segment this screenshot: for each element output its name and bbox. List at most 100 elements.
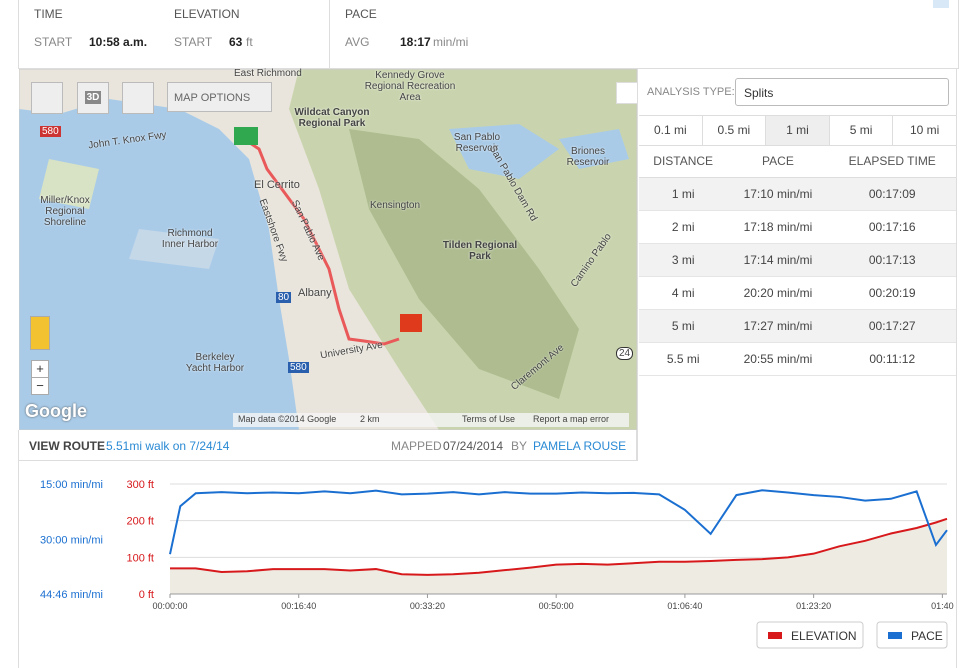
mapped-label: MAPPED [391, 439, 442, 453]
view-route: VIEW ROUTE [29, 439, 106, 453]
y2-tick-label: 44:46 min/mi [40, 589, 103, 601]
split-cell: 17:27 min/mi [727, 309, 829, 343]
series-line [169, 489, 948, 555]
map [19, 69, 637, 430]
end-marker [400, 314, 422, 332]
shield: 580 [288, 362, 309, 373]
map-label: El Cerrito [254, 179, 300, 191]
split-cell: 17:10 min/mi [727, 177, 829, 211]
analysis-panel [637, 69, 957, 461]
splits-table: DISTANCE PACE ELAPSED TIME 1 mi 17:10 min/mi… [639, 145, 956, 376]
y2-tick-label: 15:00 min/mi [40, 479, 103, 491]
split-cell: 00:11:12 [828, 342, 956, 376]
split-cell: 3 mi [639, 243, 728, 277]
tab[interactable]: 5 mi [828, 116, 893, 145]
pegman[interactable] [30, 316, 50, 350]
split-cell: 20:20 min/mi [727, 276, 829, 310]
rotate-button[interactable] [122, 82, 154, 114]
terms[interactable]: Terms of Use [462, 414, 516, 424]
legend-swatch [888, 632, 902, 639]
column-header: PACE [727, 145, 829, 178]
split-row: 3 mi 17:14 min/mi 00:17:13 [639, 243, 956, 277]
route-bar [18, 430, 637, 461]
x-tick-label: 00:00:00 [152, 601, 187, 611]
mapped-date: 07/24/2014 [443, 439, 504, 453]
column-header: DISTANCE [639, 145, 728, 178]
split-cell: 20:55 min/mi [727, 342, 829, 376]
y-tick-label: 100 ft [126, 552, 154, 564]
x-tick-label: 00:16:40 [281, 601, 316, 611]
y2-tick-label: 30:00 min/mi [40, 534, 103, 546]
report[interactable]: Report a map error [533, 414, 610, 424]
map-label: Berkeley Yacht Harbor [185, 352, 245, 374]
map-options-button[interactable]: MAP OPTIONS [167, 82, 272, 112]
split-row: 5.5 mi 20:55 min/mi 00:11:12 [639, 342, 956, 376]
stat-sub: START [174, 35, 213, 49]
by-label: BY [511, 439, 528, 453]
start-marker [234, 127, 258, 145]
stat-sub: START [34, 35, 73, 49]
shield: 580 [40, 126, 61, 137]
stat-value: 63 [229, 35, 243, 49]
legend-swatch [768, 632, 782, 639]
analysis-label: ANALYSIS TYPE: [647, 86, 735, 98]
zoom-out[interactable]: − [31, 377, 49, 395]
split-row: 1 mi 17:10 min/mi 00:17:09 [639, 177, 956, 211]
legend-button[interactable] [756, 621, 864, 649]
stats-panel [18, 0, 959, 69]
fullscreen-button[interactable] [31, 82, 63, 114]
split-cell: 5.5 mi [639, 342, 728, 376]
scale: 2 km [360, 414, 380, 424]
x-tick-label: 01:40 [931, 601, 954, 611]
stat-label: ELEVATION [174, 7, 240, 21]
map-label: East Richmond [234, 68, 302, 79]
x-tick-label: 00:50:00 [539, 601, 574, 611]
legend-button[interactable] [876, 621, 948, 649]
panel-toggle[interactable] [616, 82, 638, 104]
route-link[interactable]: 5.51mi walk on 7/24/14 [106, 439, 230, 453]
split-cell: 5 mi [639, 309, 728, 343]
split-cell: 1 mi [639, 177, 728, 211]
google-logo: Google [25, 401, 87, 421]
tab[interactable]: 0.1 mi [639, 116, 702, 145]
split-cell: 17:14 min/mi [727, 243, 829, 277]
map-data: Map data ©2014 Google [238, 414, 337, 424]
author-link[interactable]: PAMELA ROUSE [533, 439, 627, 453]
collapse-button[interactable] [933, 0, 949, 8]
split-row: 2 mi 17:18 min/mi 00:17:16 [639, 210, 956, 244]
analysis-select[interactable]: Splits [735, 78, 949, 106]
x-tick-label: 01:23:20 [796, 601, 831, 611]
stat-value: 18:17 [400, 35, 431, 49]
split-cell: 17:18 min/mi [727, 210, 829, 244]
chart: 0 ft 100 ft 200 ft 300 ft 15:00 min/mi 30:00 … [40, 479, 954, 649]
map-label: Briones Reservoir [566, 146, 610, 168]
tab[interactable]: 1 mi [765, 116, 829, 145]
map-label: San Pablo Reservoir [453, 132, 501, 154]
split-row: 4 mi 20:20 min/mi 00:20:19 [639, 276, 956, 310]
y-tick-label: 300 ft [126, 479, 154, 491]
shield: 80 [276, 292, 292, 303]
map-label: Kensington [370, 200, 421, 211]
tab[interactable]: 0.5 mi [701, 116, 766, 145]
map-label: Miller/Knox Regional Shoreline [40, 195, 90, 228]
zoom-in[interactable]: + [31, 360, 49, 378]
x-tick-label: 00:33:20 [410, 601, 445, 611]
route-line [246, 139, 400, 346]
tabs: 0.1 mi 0.5 mi 1 mi 5 mi 10 mi [639, 115, 956, 146]
tab[interactable]: 10 mi [892, 116, 956, 145]
map-label: Kennedy Grove Regional Recreation Area [364, 70, 456, 103]
stat-value: 10:58 a.m. [89, 35, 148, 49]
split-cell: 00:20:19 [828, 276, 956, 310]
map-label: Richmond Inner Harbor [161, 228, 219, 250]
chart-panel [18, 461, 957, 668]
header-row: DISTANCE PACE ELAPSED TIME [639, 145, 956, 178]
split-cell: 00:17:27 [828, 309, 956, 343]
map-label: Tilden Regional Park [442, 240, 518, 262]
split-row: 5 mi 17:27 min/mi 00:17:27 [639, 309, 956, 343]
3d-button[interactable]: 3D [77, 82, 109, 114]
column-header: ELAPSED TIME [828, 145, 956, 178]
series-line [170, 517, 948, 576]
split-cell: 00:17:13 [828, 243, 956, 277]
divider [329, 0, 330, 68]
